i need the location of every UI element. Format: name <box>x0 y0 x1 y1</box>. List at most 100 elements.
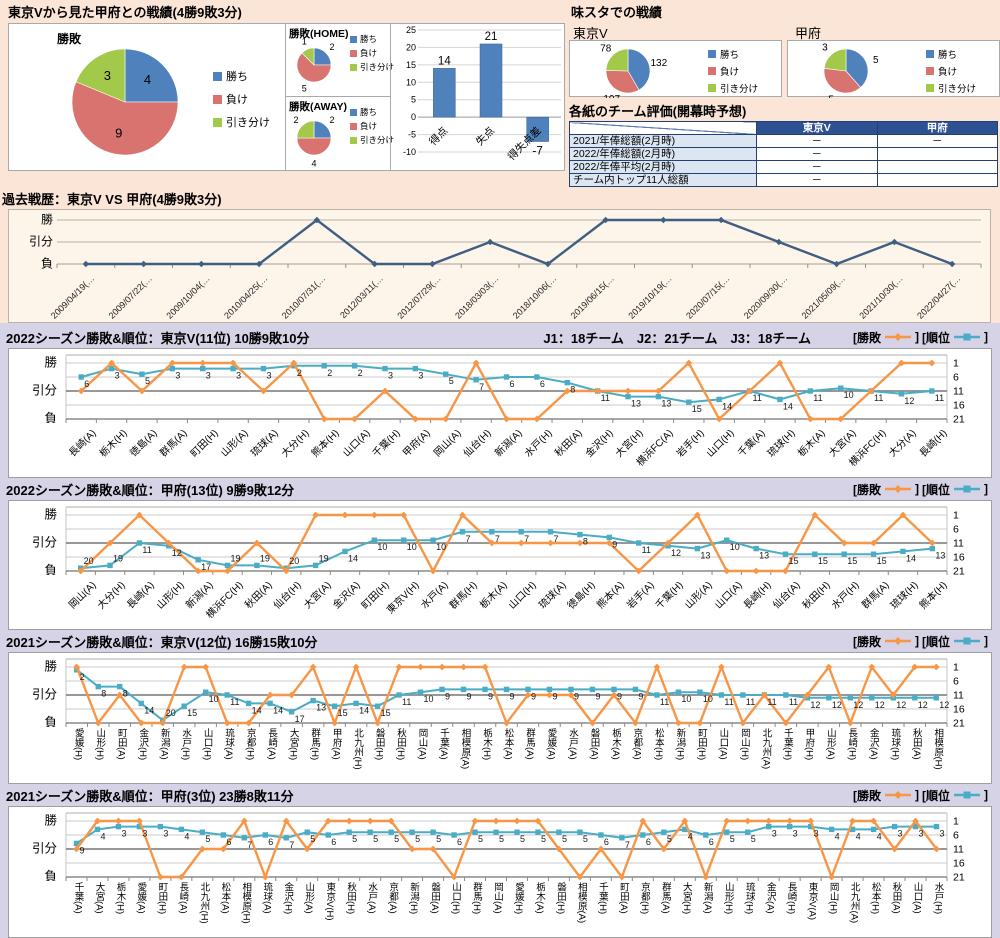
x-axis-label: 仙台(H) <box>461 427 494 460</box>
svg-text:9: 9 <box>617 691 622 701</box>
svg-text:12: 12 <box>832 700 842 710</box>
x-axis-label: 水戸(A) <box>566 728 578 760</box>
legend-label: [勝敗 <box>853 788 881 803</box>
svg-text:5: 5 <box>751 834 756 844</box>
x-axis-label: 群馬(H) <box>471 882 483 915</box>
legend-label: 勝ち <box>360 107 378 117</box>
legend-item: 引き分け <box>350 134 394 146</box>
svg-text:7: 7 <box>247 840 252 850</box>
legend-swatch <box>350 136 357 144</box>
svg-text:2022/04/27(…: 2022/04/27(… <box>915 273 962 320</box>
svg-text:2021/10/30(…: 2021/10/30(… <box>857 273 904 320</box>
svg-text:19: 19 <box>113 553 123 563</box>
svg-text:2: 2 <box>80 672 85 682</box>
svg-text:20: 20 <box>289 556 299 566</box>
svg-text:6: 6 <box>953 676 959 688</box>
x-axis-label: 愛媛(A) <box>545 728 557 760</box>
x-axis-label: 栃木(H) <box>114 882 126 915</box>
svg-text:15: 15 <box>847 556 857 566</box>
legend-swatch <box>926 50 934 58</box>
season-chart-2021-kofu: 勝引分負 1 6 11 16 21 9 4 3 3 3 4 5 6 7 6 7 5 6 5 5 5 5 5 6 5 5 5 5 5 5 6 7 6… <box>8 806 992 938</box>
svg-text:7: 7 <box>524 534 529 544</box>
svg-text:6: 6 <box>84 379 89 389</box>
svg-text:得点: 得点 <box>427 125 450 148</box>
x-axis-label: 町田(H) <box>188 427 221 460</box>
svg-text:13: 13 <box>661 399 671 409</box>
season-chart-2021-tokyo: 勝引分負 1 6 11 16 21 2 8 8 14 20 15 10 11 14 14 17 13 15 14 15 1… <box>8 652 992 784</box>
x-axis-label: 千葉(H) <box>653 579 686 612</box>
diamond-marker-icon <box>885 791 911 799</box>
legend-swatch <box>213 117 222 127</box>
series-legend: [勝敗] [順位] <box>853 633 988 650</box>
svg-text:2012/07/29(…: 2012/07/29(… <box>395 273 442 320</box>
x-axis-label: 水戸(H) <box>180 728 192 761</box>
svg-text:16: 16 <box>953 858 965 870</box>
x-axis-label: 松本(A) <box>219 882 231 914</box>
pie-away-record: 2 4 2 <box>293 115 334 169</box>
svg-text:3: 3 <box>940 829 945 839</box>
x-axis-label: 山口(H) <box>450 882 462 915</box>
svg-text:6: 6 <box>268 837 273 847</box>
legend-swatch <box>926 84 934 92</box>
svg-text:2019/06/15(…: 2019/06/15(… <box>569 273 616 320</box>
x-axis-label: 岡山(A) <box>492 882 503 914</box>
history-title: 過去戦歴：東京V VS 甲府(4勝9敗3分) <box>2 192 222 207</box>
pie-legend: 勝ち 負け 引き分け <box>350 106 394 146</box>
legend-label: 負け <box>720 67 740 78</box>
cell-value <box>876 160 998 174</box>
svg-text:9: 9 <box>595 691 600 701</box>
x-axis-label: 千葉(A) <box>72 882 84 914</box>
svg-text:5: 5 <box>373 834 378 844</box>
legend-item: 負け <box>350 120 394 132</box>
x-axis-label: 山形(H) <box>722 882 734 915</box>
svg-text:0: 0 <box>411 112 416 122</box>
legend-swatch <box>708 67 716 75</box>
svg-text:9: 9 <box>445 691 450 701</box>
x-axis-label: 山形(H) <box>154 579 187 612</box>
svg-text:3: 3 <box>898 829 903 839</box>
row-label: チーム内トップ11人総額 <box>569 173 757 187</box>
svg-text:3: 3 <box>822 43 828 54</box>
legend-label: ] <box>984 788 988 802</box>
x-axis-label: 大宮(A) <box>93 882 105 914</box>
row-label: 2021/年俸総額(2月時) <box>569 134 757 148</box>
x-axis-label: 金沢(A) <box>331 579 363 612</box>
pie-legend: 勝ち 負け 引き分け <box>213 68 270 130</box>
svg-text:5: 5 <box>499 834 504 844</box>
svg-text:14: 14 <box>438 55 451 67</box>
x-axis-label: 甲府(A) <box>401 427 433 460</box>
legend-label: 引き分け <box>938 84 977 95</box>
history-chart-box: 勝引分負 2009/04/19(… 2009/07/22(… 2009/10/04(…… <box>8 209 991 323</box>
legend-label: 負け <box>360 121 378 131</box>
season-chart-2022-kofu: 勝引分負 1 6 11 16 21 20 19 11 12 17 19 19 20 19 14 10 10 10 7 7… <box>8 500 992 630</box>
svg-text:8: 8 <box>570 385 575 395</box>
x-axis-label: 金沢(H) <box>282 882 294 915</box>
svg-text:14: 14 <box>252 705 262 715</box>
table-row: 2022/年俸総額(2月時) － <box>569 147 998 161</box>
x-axis-label: 岡山(H) <box>827 882 839 915</box>
svg-text:21: 21 <box>953 872 965 882</box>
x-axis-label: 京都(A) <box>387 882 399 914</box>
diamond-marker-icon <box>885 637 911 645</box>
square-marker-icon <box>954 485 980 493</box>
svg-text:9: 9 <box>574 691 579 701</box>
svg-text:2012/03/11(…: 2012/03/11(… <box>338 273 385 320</box>
svg-text:-7: -7 <box>533 146 543 158</box>
x-axis-label: 山形(A) <box>824 728 836 760</box>
svg-text:6: 6 <box>604 837 609 847</box>
svg-text:9: 9 <box>488 691 493 701</box>
svg-text:3: 3 <box>772 829 777 839</box>
svg-text:7: 7 <box>495 534 500 544</box>
svg-text:引分: 引分 <box>32 688 57 702</box>
svg-text:4: 4 <box>144 72 151 87</box>
svg-text:2010/07/31(…: 2010/07/31(… <box>280 273 327 320</box>
svg-text:17: 17 <box>295 714 305 724</box>
home-pie-title: 勝敗(HOME) <box>289 28 349 40</box>
x-axis-label: 群馬(H) <box>309 728 321 761</box>
x-axis-label: 秋田(A) <box>890 882 902 914</box>
